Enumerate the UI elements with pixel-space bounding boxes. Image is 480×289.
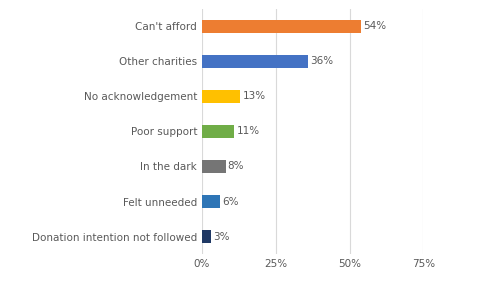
Bar [202,230,210,243]
Bar [202,90,240,103]
Bar [202,55,308,68]
Bar [202,125,234,138]
Bar [202,160,225,173]
Text: 54%: 54% [362,21,386,32]
Text: 3%: 3% [213,231,229,242]
Text: 11%: 11% [236,127,259,136]
Text: 6%: 6% [221,197,238,207]
Bar [202,195,219,208]
Text: 8%: 8% [227,162,244,171]
Bar [202,20,360,33]
Text: 13%: 13% [242,92,265,101]
Text: 36%: 36% [310,56,333,66]
